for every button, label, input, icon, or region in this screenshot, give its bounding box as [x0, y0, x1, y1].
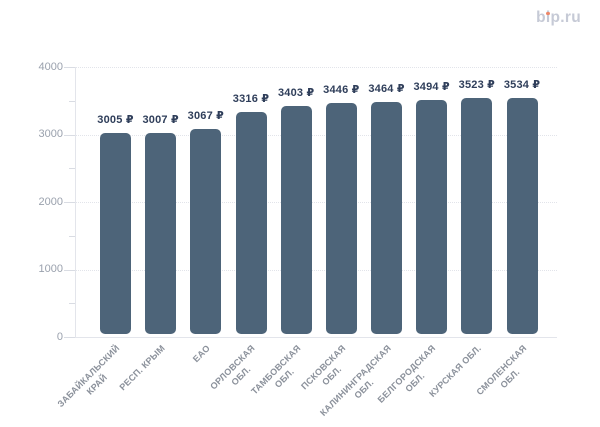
grid-line	[76, 202, 557, 203]
x-axis-label: ЗАБАЙКАЛЬСКИЙ КРАЙ	[55, 343, 122, 410]
y-axis-line	[75, 67, 76, 337]
grid-line	[76, 269, 557, 271]
bar[interactable]	[371, 102, 403, 334]
y-tick-label: 1000	[38, 263, 63, 275]
y-tick-label: 4000	[38, 60, 63, 73]
bar-value-label: 3446 ₽	[323, 84, 360, 96]
bar-value-label: 3067 ₽	[187, 110, 225, 122]
bar[interactable]	[235, 112, 267, 334]
bip-ru-logo[interactable]: bip.ru	[536, 9, 581, 27]
x-axis-label: ЕАО	[190, 343, 212, 365]
bar-value-label: 3494 ₽	[413, 81, 450, 93]
y-major-tick	[64, 67, 75, 68]
grid-line	[76, 134, 557, 136]
bar[interactable]	[506, 98, 538, 334]
y-minor-tick	[69, 100, 75, 102]
y-tick-label: 3000	[38, 128, 63, 140]
logo-i-dot	[546, 11, 550, 16]
bar[interactable]	[190, 129, 222, 334]
bar[interactable]	[145, 133, 177, 334]
grid-line	[76, 67, 557, 68]
y-tick-label: 2000	[38, 195, 63, 208]
y-major-tick	[64, 337, 75, 338]
bar[interactable]	[100, 133, 131, 334]
x-axis-label: РЕСП. КРЫМ	[117, 343, 167, 393]
bar-value-label: 3464 ₽	[368, 83, 405, 95]
x-axis-label: СМОЛЕНСКАЯ ОБЛ.	[474, 343, 529, 398]
bar-value-label: 3005 ₽	[97, 114, 134, 126]
bar-value-label: 3316 ₽	[232, 93, 270, 105]
bar-value-label: 3534 ₽	[503, 79, 541, 91]
y-minor-tick	[69, 168, 75, 170]
bar-value-label: 3007 ₽	[142, 114, 179, 126]
bar[interactable]	[280, 106, 312, 334]
bar[interactable]	[416, 100, 448, 334]
bar[interactable]	[325, 103, 357, 334]
y-major-tick	[64, 134, 75, 136]
x-axis-line	[75, 337, 557, 338]
y-minor-tick	[69, 235, 75, 237]
bar-value-label: 3403 ₽	[277, 87, 315, 99]
y-minor-tick	[69, 303, 75, 305]
y-major-tick	[64, 269, 75, 271]
bar[interactable]	[461, 98, 493, 334]
bar-value-label: 3523 ₽	[458, 79, 496, 91]
y-tick-label: 0	[56, 330, 63, 343]
y-major-tick	[64, 202, 75, 203]
